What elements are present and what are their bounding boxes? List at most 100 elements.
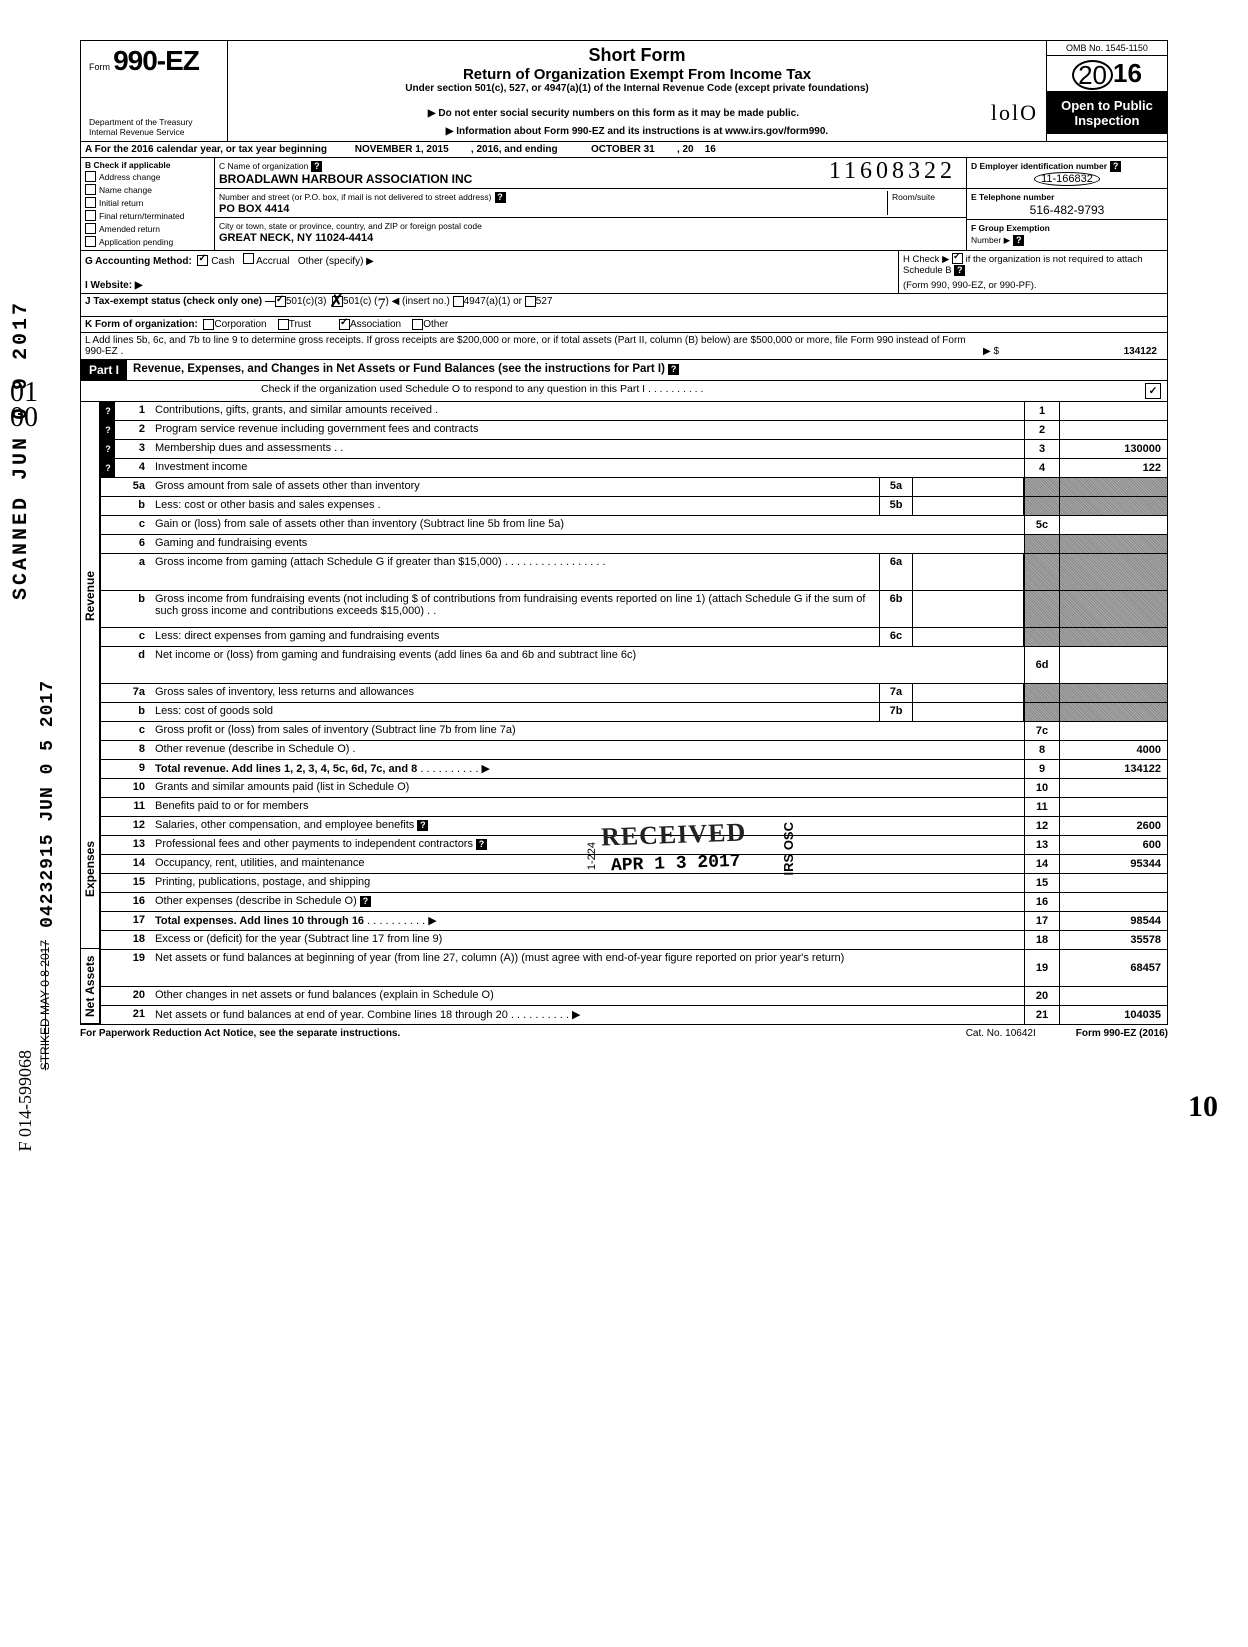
line-row: 12Salaries, other compensation, and empl…: [101, 817, 1167, 836]
chk-trust[interactable]: [278, 319, 289, 330]
inner-line-value[interactable]: [913, 478, 1024, 496]
line-box-number: [1024, 591, 1059, 627]
col-b-checkboxes: B Check if applicable Address change Nam…: [81, 158, 215, 250]
inner-line-value[interactable]: [913, 703, 1024, 721]
line-description: Benefits paid to or for members: [151, 798, 1024, 816]
org-city: GREAT NECK, NY 11024-4414: [219, 232, 373, 244]
line-description: Less: direct expenses from gaming and fu…: [151, 628, 879, 646]
line-box-number: 2: [1024, 421, 1059, 439]
line-box-value[interactable]: 2600: [1059, 817, 1167, 835]
chk-name-change[interactable]: [85, 184, 96, 195]
inner-line-number: 7a: [879, 684, 913, 702]
col-def: D Employer identification number ? 11-16…: [967, 158, 1167, 250]
line-box-value: [1059, 478, 1167, 496]
chk-501c[interactable]: ✗: [332, 296, 343, 307]
line-box-value[interactable]: [1059, 647, 1167, 683]
line-box-value[interactable]: 122: [1059, 459, 1167, 477]
chk-association[interactable]: [339, 319, 350, 330]
line-box-number: [1024, 628, 1059, 646]
line-number: 11: [115, 798, 151, 816]
line-box-value[interactable]: 4000: [1059, 741, 1167, 759]
phone-value: 516-482-9793: [971, 203, 1163, 217]
line-number: c: [115, 722, 151, 740]
line-row: 10Grants and similar amounts paid (list …: [101, 779, 1167, 798]
help-marker: [101, 647, 115, 683]
line-row: bLess: cost of goods sold7b: [101, 703, 1167, 722]
line-box-value[interactable]: 68457: [1059, 950, 1167, 986]
omb-number: OMB No. 1545-1150: [1047, 41, 1167, 56]
line-box-value[interactable]: [1059, 402, 1167, 420]
help-marker: [101, 684, 115, 702]
help-marker: [101, 779, 115, 797]
line-row: 17Total expenses. Add lines 10 through 1…: [101, 912, 1167, 931]
help-icon: ?: [1013, 235, 1024, 246]
inner-line-value[interactable]: [913, 684, 1024, 702]
line-box-value[interactable]: [1059, 779, 1167, 797]
row-i: I Website: ▶ (Form 990, 990-EZ, or 990-P…: [80, 278, 1168, 293]
tax-year: 2016: [1047, 56, 1167, 92]
label-website: I Website: ▶: [81, 278, 899, 293]
footer-form: Form 990-EZ (2016): [1076, 1028, 1168, 1039]
line-box-value[interactable]: [1059, 421, 1167, 439]
chk-amended[interactable]: [85, 223, 96, 234]
line-row: ?4Investment income4122: [101, 459, 1167, 478]
label-city: City or town, state or province, country…: [219, 221, 482, 231]
line-number: 3: [115, 440, 151, 458]
line-box-value[interactable]: [1059, 874, 1167, 892]
line-box-value[interactable]: 130000: [1059, 440, 1167, 458]
line-box-value[interactable]: [1059, 893, 1167, 911]
line-row: aGross income from gaming (attach Schedu…: [101, 554, 1167, 591]
line-description: Less: cost or other basis and sales expe…: [151, 497, 879, 515]
side-label-expenses: Expenses: [81, 790, 100, 949]
line-box-number: 9: [1024, 760, 1059, 778]
line-box-value[interactable]: 35578: [1059, 931, 1167, 949]
chk-address-change[interactable]: [85, 171, 96, 182]
line-box-value[interactable]: 95344: [1059, 855, 1167, 873]
row-gh: G Accounting Method: Cash Accrual Other …: [80, 250, 1168, 278]
hand-number: 11608322: [829, 158, 956, 185]
line-box-number: 6d: [1024, 647, 1059, 683]
line-box-value[interactable]: [1059, 516, 1167, 534]
chk-accrual[interactable]: [243, 253, 254, 264]
line-box-number: 8: [1024, 741, 1059, 759]
help-marker: [101, 478, 115, 496]
chk-initial-return[interactable]: [85, 197, 96, 208]
inner-line-value[interactable]: [913, 497, 1024, 515]
line-row: 7aGross sales of inventory, less returns…: [101, 684, 1167, 703]
inner-line-value[interactable]: [913, 591, 1024, 627]
right-box: OMB No. 1545-1150 2016 Open to Public In…: [1046, 41, 1167, 141]
help-marker: [101, 535, 115, 553]
line-box-value[interactable]: [1059, 722, 1167, 740]
inner-line-value[interactable]: [913, 554, 1024, 590]
chk-cash[interactable]: [197, 255, 208, 266]
org-name: BROADLAWN HARBOUR ASSOCIATION INC: [219, 172, 472, 186]
line-box-value[interactable]: [1059, 987, 1167, 1005]
line-box-value[interactable]: [1059, 798, 1167, 816]
help-marker: [101, 741, 115, 759]
chk-schedule-o[interactable]: ✓: [1145, 383, 1161, 399]
line-number: c: [115, 628, 151, 646]
side-label-revenue: Revenue: [81, 402, 100, 790]
inner-line-value[interactable]: [913, 628, 1024, 646]
chk-501c3[interactable]: [275, 296, 286, 307]
line-box-value[interactable]: 134122: [1059, 760, 1167, 778]
chk-final-return[interactable]: [85, 210, 96, 221]
chk-app-pending[interactable]: [85, 236, 96, 247]
help-marker: [101, 554, 115, 590]
row-l-gross-receipts: L Add lines 5b, 6c, and 7b to line 9 to …: [80, 332, 1168, 360]
period-end-month: OCTOBER 31: [591, 144, 655, 155]
chk-4947[interactable]: [453, 296, 464, 307]
line-description: Gross amount from sale of assets other t…: [151, 478, 879, 496]
chk-corporation[interactable]: [203, 319, 214, 330]
line-box-number: 5c: [1024, 516, 1059, 534]
line-box-value[interactable]: 104035: [1059, 1006, 1167, 1024]
chk-other-org[interactable]: [412, 319, 423, 330]
line-box-value[interactable]: 600: [1059, 836, 1167, 854]
part1-badge: Part I: [81, 360, 127, 380]
line-box-value[interactable]: 98544: [1059, 912, 1167, 930]
line-row: 20Other changes in net assets or fund ba…: [101, 987, 1167, 1006]
row-k-org-form: K Form of organization: Corporation Trus…: [80, 316, 1168, 332]
chk-527[interactable]: [525, 296, 536, 307]
chk-schedule-b[interactable]: [952, 253, 963, 264]
line-number: 21: [115, 1006, 151, 1024]
